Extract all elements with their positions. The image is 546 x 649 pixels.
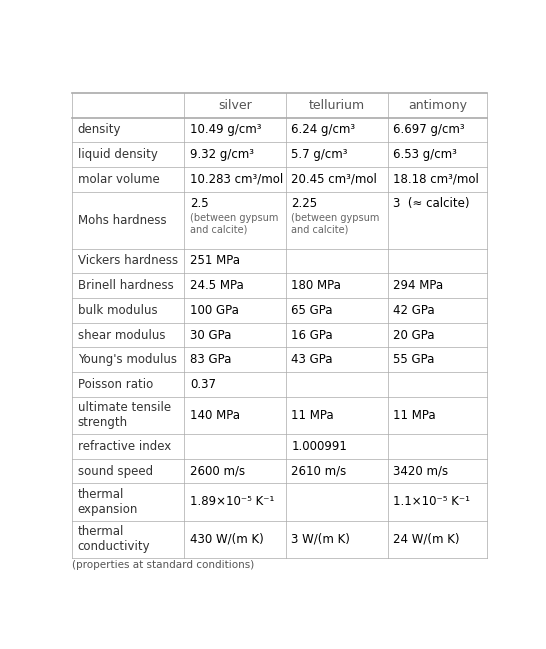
Text: 100 GPa: 100 GPa <box>190 304 239 317</box>
Text: 1.000991: 1.000991 <box>292 440 347 453</box>
Text: 1.1×10⁻⁵ K⁻¹: 1.1×10⁻⁵ K⁻¹ <box>393 495 470 509</box>
Text: 10.49 g/cm³: 10.49 g/cm³ <box>190 123 262 136</box>
Text: 20.45 cm³/mol: 20.45 cm³/mol <box>292 173 377 186</box>
Text: molar volume: molar volume <box>78 173 159 186</box>
Text: Brinell hardness: Brinell hardness <box>78 279 174 292</box>
Text: 5.7 g/cm³: 5.7 g/cm³ <box>292 148 348 161</box>
Text: 2610 m/s: 2610 m/s <box>292 465 347 478</box>
Text: refractive index: refractive index <box>78 440 171 453</box>
Text: liquid density: liquid density <box>78 148 158 161</box>
Text: 430 W/(m K): 430 W/(m K) <box>190 533 264 546</box>
Text: thermal
conductivity: thermal conductivity <box>78 525 151 553</box>
Text: 3 W/(m K): 3 W/(m K) <box>292 533 351 546</box>
Text: 180 MPa: 180 MPa <box>292 279 341 292</box>
Text: 9.32 g/cm³: 9.32 g/cm³ <box>190 148 254 161</box>
Text: 0.37: 0.37 <box>190 378 216 391</box>
Text: 43 GPa: 43 GPa <box>292 353 333 366</box>
Text: 30 GPa: 30 GPa <box>190 328 231 341</box>
Text: 24.5 MPa: 24.5 MPa <box>190 279 244 292</box>
Text: bulk modulus: bulk modulus <box>78 304 157 317</box>
Text: 11 MPa: 11 MPa <box>393 409 436 422</box>
Text: (between gypsum
and calcite): (between gypsum and calcite) <box>190 214 278 235</box>
Text: 16 GPa: 16 GPa <box>292 328 333 341</box>
Text: density: density <box>78 123 121 136</box>
Text: sound speed: sound speed <box>78 465 153 478</box>
Text: 2.5: 2.5 <box>190 197 209 210</box>
Text: 140 MPa: 140 MPa <box>190 409 240 422</box>
Text: 6.24 g/cm³: 6.24 g/cm³ <box>292 123 355 136</box>
Text: silver: silver <box>218 99 252 112</box>
Text: (properties at standard conditions): (properties at standard conditions) <box>73 560 255 570</box>
Text: 2600 m/s: 2600 m/s <box>190 465 245 478</box>
Text: 42 GPa: 42 GPa <box>393 304 435 317</box>
Text: 294 MPa: 294 MPa <box>393 279 443 292</box>
Text: 55 GPa: 55 GPa <box>393 353 435 366</box>
Text: ultimate tensile
strength: ultimate tensile strength <box>78 402 171 430</box>
Text: 6.697 g/cm³: 6.697 g/cm³ <box>393 123 465 136</box>
Text: 24 W/(m K): 24 W/(m K) <box>393 533 460 546</box>
Text: 11 MPa: 11 MPa <box>292 409 334 422</box>
Text: (between gypsum
and calcite): (between gypsum and calcite) <box>292 214 380 235</box>
Text: 2.25: 2.25 <box>292 197 318 210</box>
Text: 65 GPa: 65 GPa <box>292 304 333 317</box>
Text: 251 MPa: 251 MPa <box>190 254 240 267</box>
Text: antimony: antimony <box>408 99 467 112</box>
Text: 1.89×10⁻⁵ K⁻¹: 1.89×10⁻⁵ K⁻¹ <box>190 495 274 509</box>
Text: 18.18 cm³/mol: 18.18 cm³/mol <box>393 173 479 186</box>
Text: 83 GPa: 83 GPa <box>190 353 231 366</box>
Text: Young's modulus: Young's modulus <box>78 353 177 366</box>
Text: Mohs hardness: Mohs hardness <box>78 214 167 227</box>
Text: tellurium: tellurium <box>309 99 365 112</box>
Text: Poisson ratio: Poisson ratio <box>78 378 153 391</box>
Text: 3  (≈ calcite): 3 (≈ calcite) <box>393 197 470 210</box>
Text: 20 GPa: 20 GPa <box>393 328 435 341</box>
Text: thermal
expansion: thermal expansion <box>78 488 138 516</box>
Text: Vickers hardness: Vickers hardness <box>78 254 178 267</box>
Text: shear modulus: shear modulus <box>78 328 165 341</box>
Text: 3420 m/s: 3420 m/s <box>393 465 448 478</box>
Text: 10.283 cm³/mol: 10.283 cm³/mol <box>190 173 283 186</box>
Text: 6.53 g/cm³: 6.53 g/cm³ <box>393 148 457 161</box>
